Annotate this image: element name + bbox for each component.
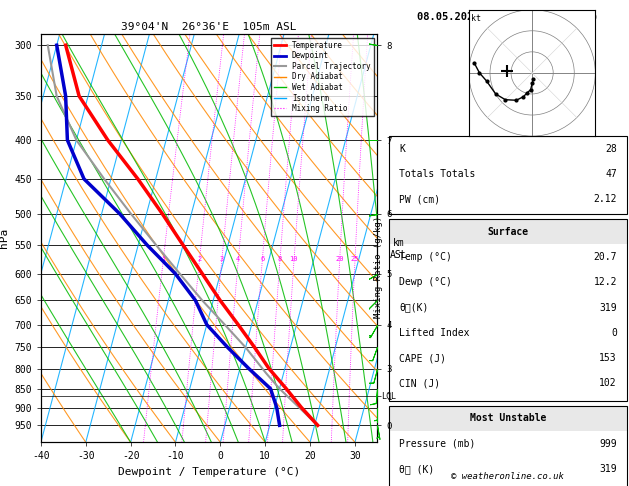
Text: Dewp (°C): Dewp (°C) [399, 278, 452, 287]
Text: 10: 10 [289, 256, 298, 262]
Text: Pressure (mb): Pressure (mb) [399, 439, 476, 449]
Text: 153: 153 [599, 353, 617, 363]
Text: Surface: Surface [487, 227, 528, 237]
Text: 20.7: 20.7 [593, 252, 617, 262]
Text: 319: 319 [599, 303, 617, 312]
Text: 0: 0 [611, 328, 617, 338]
Bar [389, 219, 626, 401]
Text: 3: 3 [220, 256, 224, 262]
Text: Temp (°C): Temp (°C) [399, 252, 452, 262]
Text: 102: 102 [599, 379, 617, 388]
Y-axis label: km
ASL: km ASL [390, 238, 408, 260]
Text: 319: 319 [599, 464, 617, 474]
Text: 999: 999 [599, 439, 617, 449]
Text: 25: 25 [350, 256, 359, 262]
Legend: Temperature, Dewpoint, Parcel Trajectory, Dry Adiabat, Wet Adiabat, Isotherm, Mi: Temperature, Dewpoint, Parcel Trajectory… [271, 38, 374, 116]
Bar [389, 219, 626, 244]
Text: LCL: LCL [381, 392, 396, 401]
Text: 12.2: 12.2 [593, 278, 617, 287]
Text: θᴇ (K): θᴇ (K) [399, 464, 434, 474]
Text: 1: 1 [161, 256, 165, 262]
Bar [389, 406, 626, 486]
Text: PW (cm): PW (cm) [399, 194, 440, 204]
Text: 8: 8 [277, 256, 282, 262]
Text: Totals Totals: Totals Totals [399, 169, 476, 179]
Text: 4: 4 [236, 256, 240, 262]
Text: 2.12: 2.12 [593, 194, 617, 204]
X-axis label: Dewpoint / Temperature (°C): Dewpoint / Temperature (°C) [118, 467, 300, 477]
Text: Mixing Ratio (g/kg): Mixing Ratio (g/kg) [374, 216, 383, 318]
Bar [389, 406, 626, 431]
Text: 6: 6 [260, 256, 264, 262]
Text: 47: 47 [605, 169, 617, 179]
Bar [389, 136, 626, 214]
Title: 39°04'N  26°36'E  105m ASL: 39°04'N 26°36'E 105m ASL [121, 22, 297, 32]
Text: 28: 28 [605, 144, 617, 154]
Text: © weatheronline.co.uk: © weatheronline.co.uk [452, 472, 564, 481]
Text: Most Unstable: Most Unstable [470, 414, 546, 423]
Text: CAPE (J): CAPE (J) [399, 353, 446, 363]
Text: K: K [399, 144, 405, 154]
Text: θᴇ(K): θᴇ(K) [399, 303, 428, 312]
Text: 08.05.2024  18GMT  (Base: 18): 08.05.2024 18GMT (Base: 18) [417, 12, 599, 22]
Text: 20: 20 [335, 256, 344, 262]
Text: CIN (J): CIN (J) [399, 379, 440, 388]
Text: 2: 2 [197, 256, 201, 262]
Text: Lifted Index: Lifted Index [399, 328, 469, 338]
Y-axis label: hPa: hPa [0, 228, 9, 248]
